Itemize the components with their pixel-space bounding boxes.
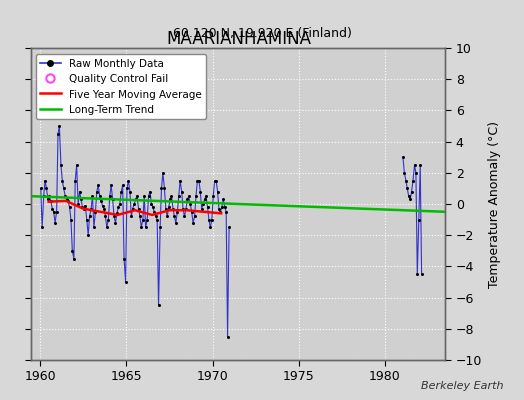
Text: 60.120 N, 19.920 E (Finland): 60.120 N, 19.920 E (Finland) <box>172 28 352 40</box>
Legend: Raw Monthly Data, Quality Control Fail, Five Year Moving Average, Long-Term Tren: Raw Monthly Data, Quality Control Fail, … <box>36 54 206 119</box>
Title: MAARIANHAMINA: MAARIANHAMINA <box>166 30 311 48</box>
Text: Berkeley Earth: Berkeley Earth <box>421 381 503 391</box>
Y-axis label: Temperature Anomaly (°C): Temperature Anomaly (°C) <box>488 120 501 288</box>
